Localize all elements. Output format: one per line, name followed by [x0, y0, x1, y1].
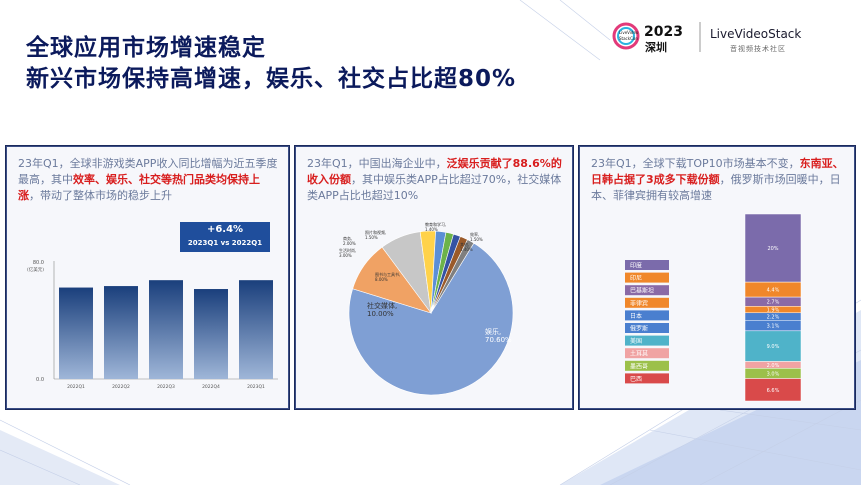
panel-overseas-revenue: 23年Q1，中国出海企业中，泛娱乐贡献了88.6%的收入份额，其中娱乐类APP占… — [294, 145, 574, 410]
panel-2-highlight: 泛娱乐贡献了88.6%的收入份额 — [307, 157, 562, 186]
pie-slice-label: 社交媒体, — [367, 301, 397, 310]
x-tick-label: 2023Q1 — [247, 384, 265, 390]
legend-label: 印度 — [630, 262, 642, 270]
panel-2-text-end: ，其中娱乐类APP占比超过70%，社交媒体类APP占比也超过10% — [307, 173, 562, 202]
x-tick-label: 2022Q4 — [202, 384, 220, 390]
legend-swatch — [625, 310, 669, 321]
x-tick-label: 2022Q1 — [67, 384, 85, 390]
panel-3-text: 23年Q1，全球下载TOP10市场基本不变， — [591, 157, 800, 170]
pie-slice-label: 图书与工具书, — [375, 271, 400, 277]
legend-swatch — [625, 360, 669, 371]
title-line-2: 新兴市场保持高增速，娱乐、社交占比超80% — [26, 66, 517, 92]
event-ring-icon — [612, 22, 640, 50]
pie-slice-value: 1.50% — [365, 235, 378, 240]
pie-slice-value: 8.00% — [375, 277, 388, 282]
y-axis-bottom-label: 0.0 — [36, 377, 44, 383]
download-segment — [744, 378, 802, 402]
legend-label: 日本 — [630, 312, 642, 320]
pie-slice-label: 教育和学习, — [425, 221, 446, 227]
panel-2-text: 23年Q1，中国出海企业中， — [307, 157, 447, 170]
segment-value-label: 2.0% — [767, 363, 780, 369]
legend-swatch — [625, 297, 669, 308]
legend-swatch — [625, 373, 669, 384]
revenue-bar — [104, 286, 138, 379]
legend-label: 巴基斯坦 — [630, 287, 654, 295]
growth-badge-subtitle: 2023Q1 vs 2022Q1 — [187, 239, 263, 247]
panel-1-highlight: 效率、娱乐、社交等热门品类均保持上涨 — [18, 173, 260, 202]
segment-value-label: 9.0% — [767, 344, 780, 350]
x-tick-label: 2022Q3 — [157, 384, 175, 390]
slide-title: 全球应用市场增速稳定 新兴市场保持高增速，娱乐、社交占比超80% — [26, 33, 516, 95]
legend-swatch — [625, 335, 669, 346]
pie-slice — [348, 242, 514, 396]
panel-revenue-growth: 23年Q1，全球非游戏类APP收入同比增幅为近五季度最高，其中效率、娱乐、社交等… — [5, 145, 290, 410]
pie-slice-value: 70.60% — [485, 336, 512, 344]
legend-label: 墨西哥 — [630, 363, 648, 370]
panel-2-description: 23年Q1，中国出海企业中，泛娱乐贡献了88.6%的收入份额，其中娱乐类APP占… — [307, 156, 563, 204]
pie-slice-value: 2.00% — [343, 241, 356, 246]
panel-1-text-end: ，带动了整体市场的稳步上升 — [29, 189, 172, 202]
revenue-bar — [239, 280, 273, 379]
panel-3-highlight: 东南亚、日韩占据了3成多下载份额 — [591, 157, 844, 186]
legend-label: 菲律宾 — [630, 299, 648, 307]
revenue-bar — [149, 280, 183, 379]
y-axis-unit-label: (亿美元) — [27, 266, 44, 273]
legend-label: 俄罗斯 — [630, 325, 648, 333]
segment-value-label: 2.2% — [767, 315, 780, 321]
pie-slice-label: 照片和视频, — [365, 229, 386, 235]
event-year: 2023 — [644, 24, 683, 40]
pie-slice-value: 1.40% — [460, 247, 473, 252]
revenue-bar — [194, 289, 228, 379]
legend-swatch — [625, 260, 669, 270]
event-logos: LiveVideo StackCon 2023 深圳 LiveVideoStac… — [612, 22, 801, 54]
segment-value-label: 4.4% — [767, 288, 780, 294]
pie-slice-label: 商务, — [343, 235, 352, 241]
logo-area: LiveVideo StackCon 2023 深圳 LiveVideoStac… — [612, 14, 847, 58]
brand-name: LiveVideoStack — [710, 27, 801, 41]
legend-label: 印尼 — [630, 275, 642, 282]
segment-value-label: 2.7% — [767, 300, 780, 306]
legend-label: 土耳其 — [630, 350, 648, 358]
pie-slice-value: 10.00% — [367, 310, 394, 318]
event-name-mid: StackCon — [619, 36, 638, 41]
panel-1-description: 23年Q1，全球非游戏类APP收入同比增幅为近五季度最高，其中效率、娱乐、社交等… — [18, 156, 279, 204]
x-tick-label: 2022Q2 — [112, 384, 130, 390]
legend-label: 巴西 — [630, 376, 642, 383]
growth-badge: +6.4% 2023Q1 vs 2022Q1 — [180, 222, 270, 252]
segment-value-label: 3.0% — [767, 371, 780, 377]
segment-value-label: 3.1% — [767, 324, 780, 330]
event-name-top: LiveVideo — [619, 30, 639, 35]
brand-subtitle: 音视频技术社区 — [730, 44, 786, 53]
segment-value-label: 1.9% — [767, 308, 780, 314]
segment-value-label: 20% — [767, 246, 778, 252]
pie-slice-label: 效率, — [470, 231, 479, 237]
revenue-share-pie-chart: 娱乐,70.60% 社交媒体,10.00% 图书与工具书,8.00% 生活时尚,3.0… — [339, 221, 514, 396]
legend-label: 美国 — [630, 337, 642, 345]
download-segment — [744, 330, 802, 362]
title-line-1: 全球应用市场增速稳定 — [26, 35, 266, 61]
segment-value-label: 6.6% — [767, 388, 780, 394]
pie-slice-label: 生活时尚, — [339, 247, 356, 253]
revenue-bar — [59, 287, 93, 379]
event-city: 深圳 — [645, 40, 667, 54]
legend-swatch — [625, 348, 669, 359]
pie-slice-value: 1.40% — [425, 227, 438, 232]
pie-slice-value: 3.00% — [339, 253, 352, 258]
pie-slice-label: 娱乐, — [485, 327, 501, 336]
pie-slice-value: 1.50% — [470, 237, 483, 242]
pie-slice — [430, 239, 475, 314]
legend-swatch — [625, 285, 669, 296]
pie-slice-label: 其他, — [460, 241, 469, 247]
y-axis-top-label: 80.0 — [33, 260, 44, 266]
download-segment — [744, 213, 802, 283]
panel-1-text: 23年Q1，全球非游戏类APP收入同比增幅为近五季度最高，其中 — [18, 157, 278, 186]
revenue-bar-chart: 80.0(亿美元) 0.0 2022Q1 2022Q2 2022Q3 2022Q4 2023… — [27, 260, 278, 390]
panel-3-text-end: ，俄罗斯市场回暖中，日本、菲律宾拥有较高增速 — [591, 173, 841, 202]
legend-swatch — [625, 323, 669, 333]
panel-download-markets: 23年Q1，全球下载TOP10市场基本不变，东南亚、日韩占据了3成多下载份额，俄… — [578, 145, 856, 410]
growth-badge-value: +6.4% — [206, 224, 244, 235]
legend-swatch — [625, 272, 669, 283]
panel-3-description: 23年Q1，全球下载TOP10市场基本不变，东南亚、日韩占据了3成多下载份额，俄… — [591, 156, 845, 204]
